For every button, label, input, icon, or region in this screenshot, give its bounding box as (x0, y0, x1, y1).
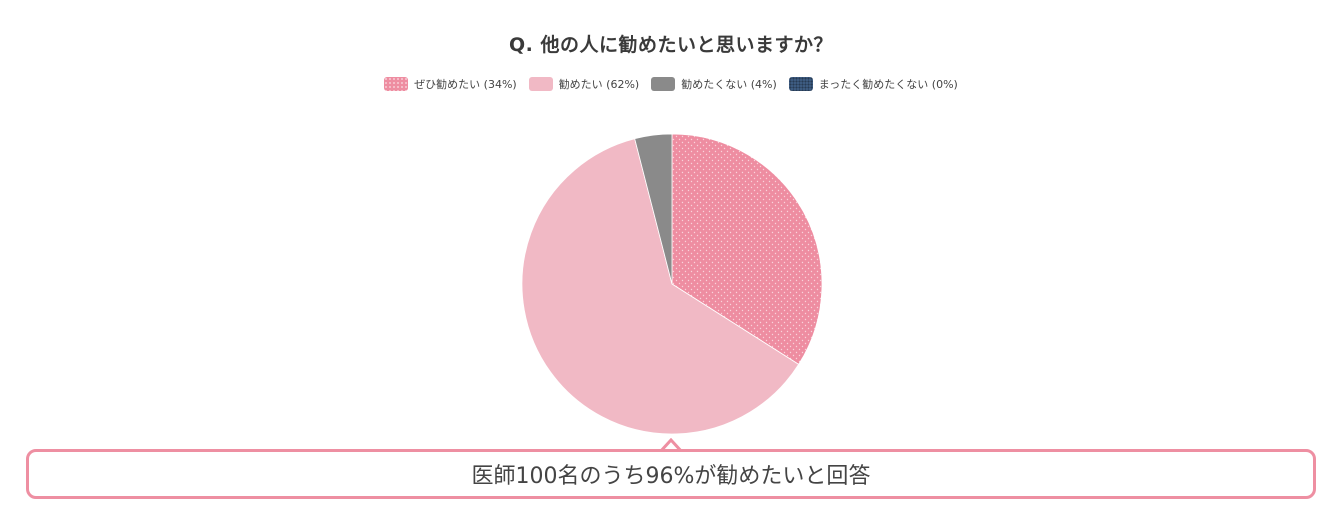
slice-strongly-recommend[interactable] (671, 133, 823, 365)
legend-swatch-not-recommend (651, 77, 676, 91)
slice-not-recommend[interactable] (634, 133, 673, 285)
slice-recommend[interactable] (521, 138, 800, 435)
legend-label: ぜひ勧めたい (34%) (414, 78, 517, 91)
chart-legend: ぜひ勧めたい (34%) 勧めたい (62%) 勧めたくない (4%) まったく… (0, 76, 1342, 92)
legend-item-recommend[interactable]: 勧めたい (62%) (528, 76, 640, 92)
legend-item-not-recommend[interactable]: 勧めたくない (4%) (651, 76, 777, 92)
legend-label: 勧めたくない (4%) (681, 78, 777, 91)
pie-slices (521, 133, 823, 435)
chart-title: Q. 他の人に勧めたいと思いますか？ (509, 34, 833, 56)
legend-item-strongly-recommend[interactable]: ぜひ勧めたい (34%) (384, 76, 517, 92)
legend-label: 勧めたい (62%) (558, 78, 640, 91)
legend-item-never-recommend[interactable]: まったく勧めたくない (0%) (788, 76, 958, 92)
legend-label: まったく勧めたくない (0%) (818, 78, 958, 91)
callout-text: 医師100名のうち96%が勧めたいと回答 (471, 464, 871, 489)
legend-swatch-recommend (528, 77, 553, 91)
summary-callout: 医師100名のうち96%が勧めたいと回答 (26, 449, 1316, 499)
legend-swatch-never-recommend (788, 77, 813, 91)
legend-swatch-strongly-recommend (384, 77, 409, 91)
